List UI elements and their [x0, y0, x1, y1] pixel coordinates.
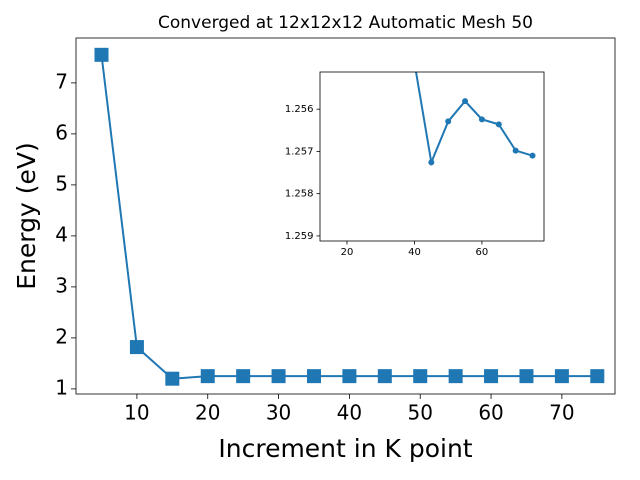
plot-content — [415, 72, 536, 167]
marker — [165, 371, 180, 386]
x-tick-label: 60 — [476, 247, 489, 258]
marker — [519, 369, 534, 384]
y-axis-label: Energy (eV) — [12, 142, 41, 289]
marker — [484, 369, 499, 384]
marker — [478, 116, 485, 123]
marker — [590, 369, 605, 384]
marker — [448, 369, 463, 384]
axes-frame — [319, 71, 545, 242]
marker — [377, 369, 392, 384]
marker — [495, 121, 502, 128]
y-tick-label: 6 — [55, 120, 68, 144]
marker — [94, 47, 109, 62]
y-tick-label: 1.259 — [285, 231, 314, 242]
marker — [236, 369, 251, 384]
x-tick-label: 60 — [478, 401, 503, 425]
marker — [445, 118, 452, 125]
marker — [200, 369, 215, 384]
y-tick-label: 3 — [55, 273, 68, 297]
x-tick-label: 40 — [408, 247, 421, 258]
y-tick-label: 7 — [55, 69, 68, 93]
y-tick-label: 1 — [55, 375, 68, 399]
x-tick-label: 20 — [195, 401, 220, 425]
x-tick-label: 50 — [407, 401, 432, 425]
marker — [413, 369, 428, 384]
axes-frame — [75, 37, 616, 395]
marker — [512, 147, 519, 154]
x-tick-label: 70 — [549, 401, 574, 425]
x-tick-label: 40 — [337, 401, 362, 425]
marker — [462, 98, 469, 105]
marker — [529, 152, 536, 159]
y-tick-label: 4 — [55, 222, 68, 246]
plot-area — [320, 72, 544, 241]
x-axis-label: Increment in K point — [218, 434, 472, 463]
x-tick-label: 30 — [266, 401, 291, 425]
x-tick-label: 10 — [124, 401, 149, 425]
y-tick-label: 1.256 — [285, 104, 314, 115]
marker — [342, 369, 357, 384]
marker — [271, 369, 286, 384]
y-tick-label: 5 — [55, 171, 68, 195]
y-tick-label: 2 — [55, 324, 68, 348]
marker — [129, 340, 144, 355]
plot-content — [94, 47, 605, 386]
y-tick-label: 1.257 — [285, 146, 314, 157]
y-tick-label: 1.258 — [285, 189, 314, 200]
marker — [428, 159, 435, 166]
chart-title: Converged at 12x12x12 Automatic Mesh 50 — [158, 13, 533, 33]
x-tick-label: 20 — [341, 247, 354, 258]
series-line — [415, 72, 533, 167]
marker — [306, 369, 321, 384]
marker — [554, 369, 569, 384]
